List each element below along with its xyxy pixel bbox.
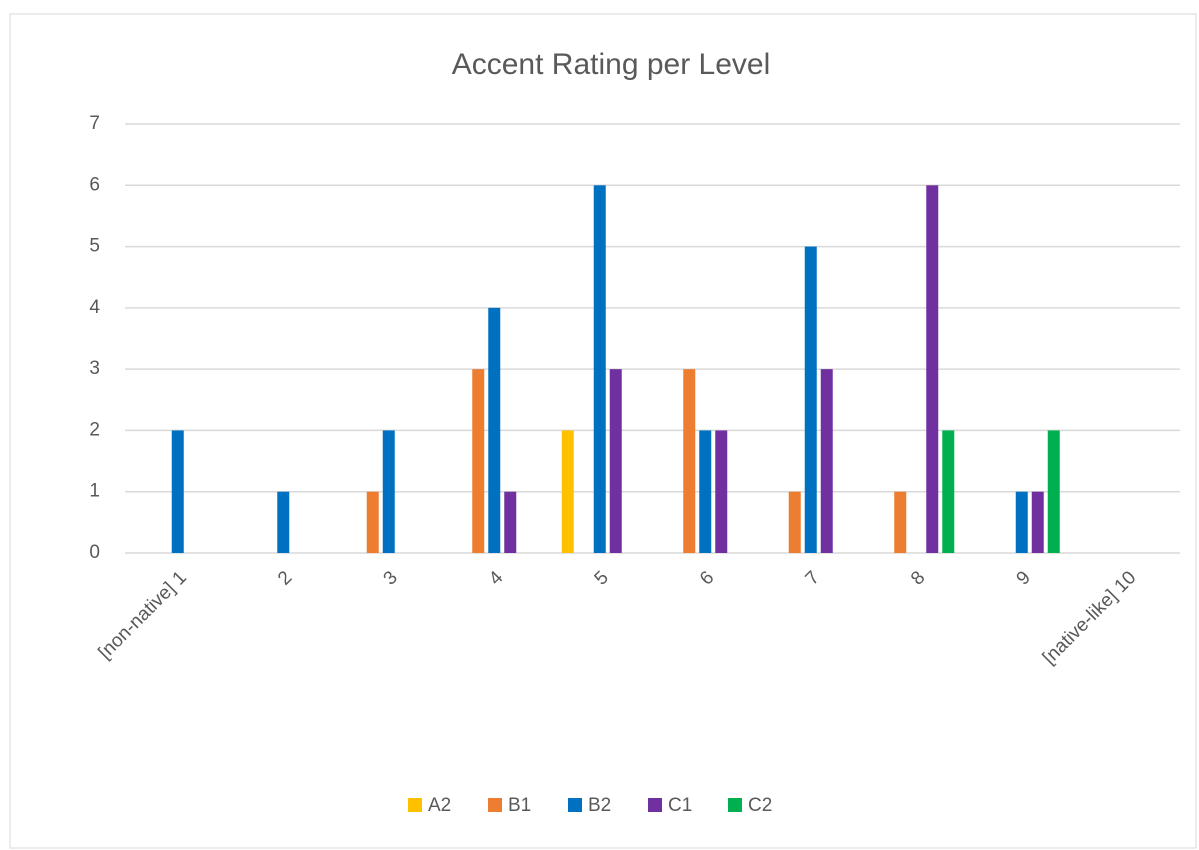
bar xyxy=(366,491,379,553)
legend-swatch xyxy=(648,798,662,812)
y-tick-label: 3 xyxy=(89,358,100,379)
legend-label: B1 xyxy=(508,795,531,816)
legend-swatch xyxy=(728,798,742,812)
bar xyxy=(504,491,517,553)
y-tick-label: 4 xyxy=(89,297,100,318)
bar xyxy=(820,369,833,553)
legend-swatch xyxy=(488,798,502,812)
legend-swatch xyxy=(568,798,582,812)
y-tick-label: 7 xyxy=(89,113,100,134)
legend-swatch xyxy=(408,798,422,812)
bar xyxy=(171,430,184,553)
legend-label: A2 xyxy=(428,795,451,816)
bar xyxy=(1031,491,1044,553)
y-tick-label: 6 xyxy=(89,174,100,195)
legend-label: B2 xyxy=(588,795,611,816)
bar xyxy=(561,430,574,553)
bar xyxy=(382,430,395,553)
bar xyxy=(942,430,955,553)
bar xyxy=(1015,491,1028,553)
bar xyxy=(699,430,712,553)
bar xyxy=(804,246,817,554)
bar xyxy=(683,369,696,553)
y-tick-label: 0 xyxy=(89,542,100,563)
bar xyxy=(488,307,501,553)
bar xyxy=(715,430,728,553)
bar xyxy=(277,491,290,553)
y-tick-label: 1 xyxy=(89,481,100,502)
y-tick-label: 2 xyxy=(89,419,100,440)
legend-label: C2 xyxy=(748,795,772,816)
legend-label: C1 xyxy=(668,795,692,816)
bar xyxy=(1047,430,1060,553)
bar xyxy=(609,369,622,553)
bar xyxy=(788,491,801,553)
bar xyxy=(894,491,907,553)
chart-title: Accent Rating per Level xyxy=(452,48,771,81)
bar xyxy=(926,185,939,554)
y-tick-label: 5 xyxy=(89,236,100,257)
bar xyxy=(593,185,606,554)
bar xyxy=(472,369,485,553)
